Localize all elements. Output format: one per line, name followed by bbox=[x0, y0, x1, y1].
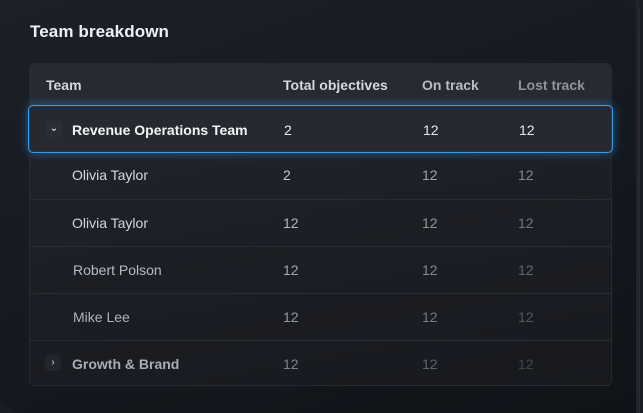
table-row-group-revenue-operations[interactable]: ⌄ Revenue Operations Team 2 12 12 bbox=[28, 105, 613, 153]
lost-track-value: 12 bbox=[519, 122, 535, 138]
team-name: Revenue Operations Team bbox=[72, 122, 248, 138]
on-track-value: 12 bbox=[422, 262, 438, 278]
member-name: Mike Lee bbox=[73, 309, 130, 325]
total-objectives-value: 12 bbox=[283, 215, 299, 231]
table-row-group-growth-brand[interactable]: › Growth & Brand 12 12 12 bbox=[30, 340, 611, 386]
on-track-value: 12 bbox=[423, 122, 439, 138]
table-row-member[interactable]: Robert Polson 12 12 12 bbox=[30, 246, 611, 293]
on-track-value: 12 bbox=[422, 356, 438, 372]
column-header-team[interactable]: Team bbox=[46, 77, 82, 93]
member-name: Olivia Taylor bbox=[72, 215, 148, 231]
member-name: Robert Polson bbox=[73, 262, 162, 278]
chevron-down-icon[interactable]: ⌄ bbox=[46, 121, 62, 137]
table-header: Team Total objectives On track Lost trac… bbox=[30, 64, 611, 105]
member-name: Olivia Taylor bbox=[72, 167, 148, 183]
chevron-right-icon[interactable]: › bbox=[45, 355, 61, 371]
total-objectives-value: 12 bbox=[283, 356, 299, 372]
on-track-value: 12 bbox=[422, 215, 438, 231]
lost-track-value: 12 bbox=[518, 167, 534, 183]
lost-track-value: 12 bbox=[518, 309, 534, 325]
lost-track-value: 12 bbox=[518, 215, 534, 231]
page-title: Team breakdown bbox=[30, 22, 170, 41]
table-row-member[interactable]: Olivia Taylor 2 12 12 bbox=[30, 152, 611, 199]
column-header-lost-track[interactable]: Lost track bbox=[518, 77, 585, 93]
column-header-on-track[interactable]: On track bbox=[422, 77, 479, 93]
table-row-member[interactable]: Olivia Taylor 12 12 12 bbox=[30, 199, 611, 246]
total-objectives-value: 2 bbox=[283, 167, 291, 183]
on-track-value: 12 bbox=[422, 167, 438, 183]
column-header-total-objectives[interactable]: Total objectives bbox=[283, 77, 388, 93]
team-name: Growth & Brand bbox=[72, 356, 180, 372]
card-edge bbox=[636, 0, 639, 413]
lost-track-value: 12 bbox=[518, 262, 534, 278]
total-objectives-value: 12 bbox=[283, 262, 299, 278]
table-row-member[interactable]: Mike Lee 12 12 12 bbox=[30, 293, 611, 340]
total-objectives-value: 12 bbox=[283, 309, 299, 325]
lost-track-value: 12 bbox=[518, 356, 534, 372]
team-breakdown-table: Team Total objectives On track Lost trac… bbox=[28, 63, 613, 386]
total-objectives-value: 2 bbox=[284, 122, 292, 138]
on-track-value: 12 bbox=[422, 309, 438, 325]
